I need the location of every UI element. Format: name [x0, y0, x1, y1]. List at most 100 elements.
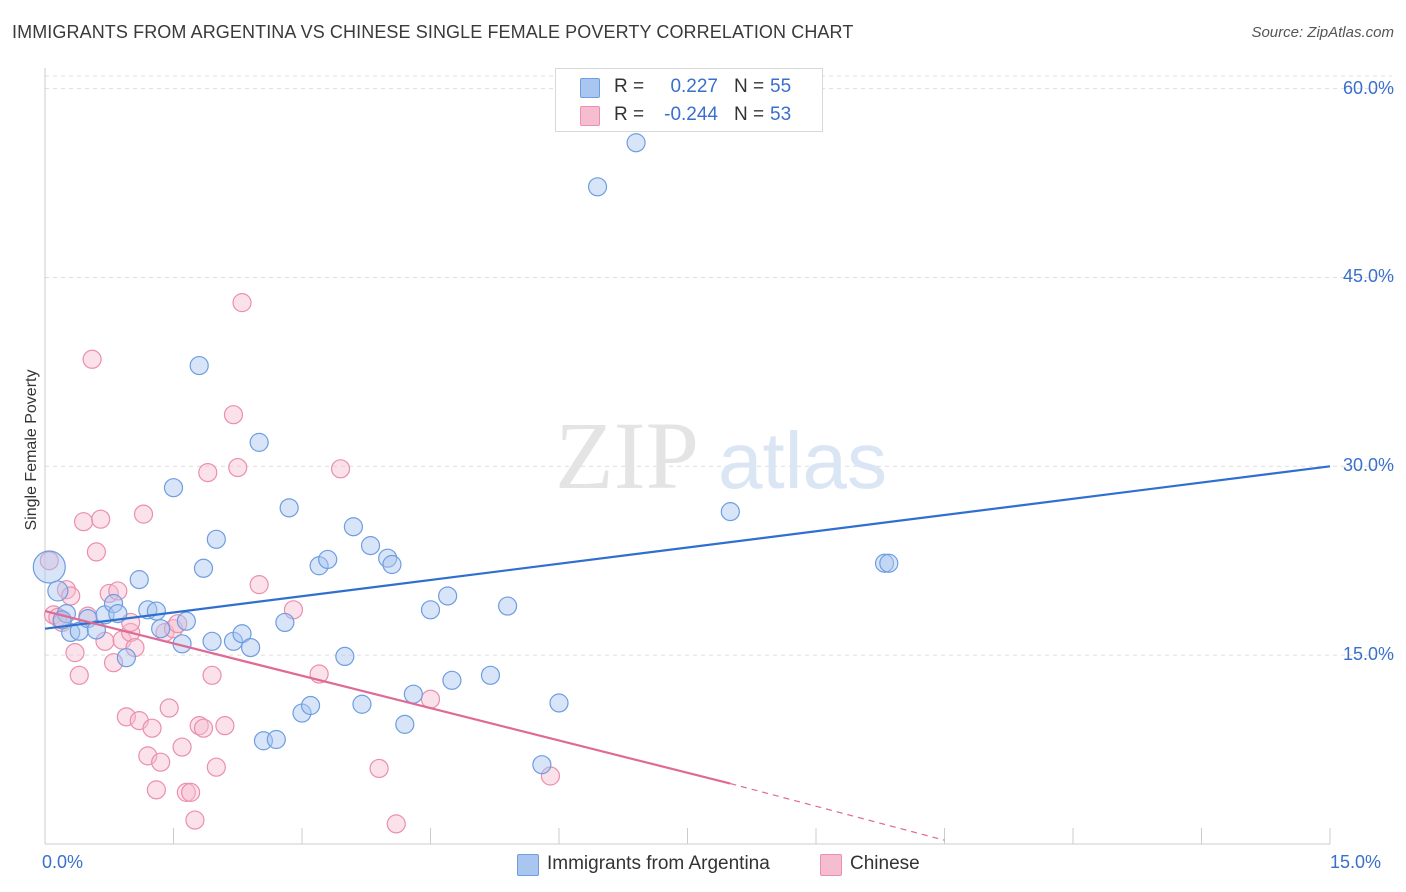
chinese-point [181, 782, 201, 802]
chinese-point [206, 757, 226, 777]
argentina-point [103, 593, 124, 614]
chinese-trend-extension [730, 782, 945, 841]
chinese-point [86, 542, 107, 562]
source-credit: Source: ZipAtlas.com [1251, 24, 1394, 41]
chinese-point [116, 707, 136, 727]
argentina-point [202, 631, 222, 651]
blue-points [32, 133, 899, 775]
chinese-point [232, 293, 252, 313]
argentina-point [318, 549, 338, 570]
chinese-point [82, 349, 102, 369]
chinese-point [330, 459, 351, 479]
legend-swatch-pink [580, 106, 600, 126]
chinese-point [61, 586, 81, 606]
y-axis-label: Single Female Poverty [23, 369, 40, 531]
bottom-legend-label: Chinese [850, 853, 920, 874]
legend-row-chinese: R = -0.244 N = 53 [556, 101, 822, 129]
chinese-point [69, 665, 89, 685]
watermark-atlas: atlas [718, 416, 887, 505]
argentina-point [266, 729, 286, 750]
argentina-point [241, 637, 261, 658]
bottom-legend-swatch-pink [820, 854, 842, 876]
argentina-point [47, 580, 69, 602]
chinese-point [369, 758, 389, 779]
argentina-point [163, 478, 184, 498]
chinese-point [223, 405, 244, 425]
argentina-point [587, 177, 608, 197]
chinese-point [151, 752, 171, 772]
chart-title: IMMIGRANTS FROM ARGENTINA VS CHINESE SIN… [12, 22, 854, 42]
x-tick-min: 0.0% [42, 852, 84, 872]
axes [44, 68, 1331, 845]
y-axis-label-wrap: Single Female Poverty [2, 300, 62, 600]
legend-r-value: 0.227 [670, 76, 718, 97]
chinese-point [146, 780, 166, 800]
watermark-zip: ZIP [555, 402, 699, 509]
argentina-point [129, 570, 149, 590]
argentina-point [275, 612, 295, 633]
argentina-point [403, 684, 423, 704]
argentina-point [335, 646, 355, 667]
grid-lines [45, 75, 1392, 656]
legend-n-label: N = [734, 76, 765, 97]
argentina-point [189, 355, 209, 376]
argentina-point [116, 648, 136, 668]
argentina-point [498, 596, 518, 616]
argentina-point [879, 553, 899, 573]
legend-n-value: 53 [770, 104, 792, 125]
argentina-point [32, 550, 66, 584]
argentina-point [151, 619, 171, 639]
chinese-trend-line [44, 610, 731, 785]
argentina-point [249, 432, 269, 452]
chinese-point [91, 509, 111, 529]
argentina-point [232, 624, 252, 644]
chinese-point [172, 737, 192, 757]
legend-r-value: -0.244 [664, 104, 718, 125]
argentina-point [395, 714, 415, 734]
chinese-point [142, 718, 162, 738]
argentina-point [874, 553, 895, 573]
chinese-point [73, 512, 94, 532]
bottom-legend-swatch-blue [517, 854, 539, 876]
argentina-point [532, 755, 552, 775]
chinese-point [176, 782, 196, 802]
chinese-point [133, 504, 154, 524]
legend-swatch-blue [580, 78, 600, 98]
chinese-point [159, 698, 179, 718]
argentina-point [193, 558, 214, 578]
chinese-point [65, 643, 85, 663]
argentina-point [442, 670, 462, 690]
chinese-point [386, 814, 406, 834]
y-tick-label: 15.0% [1342, 644, 1394, 665]
argentina-point [300, 695, 321, 716]
legend-r-label: R = [614, 76, 645, 97]
argentina-point [720, 502, 740, 522]
x-tick-max: 15.0% [1330, 852, 1382, 872]
argentina-point [480, 665, 501, 685]
argentina-point [146, 601, 166, 621]
chinese-point [202, 665, 222, 685]
chinese-point [215, 716, 235, 736]
chinese-point [185, 810, 205, 830]
argentina-point [626, 133, 646, 153]
argentina-point [382, 554, 402, 575]
argentina-trend-line [44, 465, 1331, 630]
bottom-legend-label: Immigrants from Argentina [547, 853, 770, 874]
argentina-point [176, 611, 196, 631]
argentina-point [549, 693, 569, 713]
trend-lines [44, 465, 1331, 841]
chinese-point [103, 653, 124, 673]
correlation-legend: R = 0.227 N = 55 R = -0.244 N = 53 [555, 68, 823, 132]
y-tick-label: 30.0% [1342, 455, 1394, 476]
legend-n-value: 55 [770, 76, 792, 97]
legend-n-label: N = [734, 104, 765, 125]
chinese-point [228, 457, 248, 478]
argentina-point [352, 694, 372, 714]
watermark: ZIP atlas [555, 402, 887, 509]
pink-points [39, 293, 561, 834]
argentina-point [206, 529, 226, 549]
argentina-point [279, 498, 299, 518]
legend-row-argentina: R = 0.227 N = 55 [556, 73, 822, 101]
chinese-point [193, 718, 214, 738]
